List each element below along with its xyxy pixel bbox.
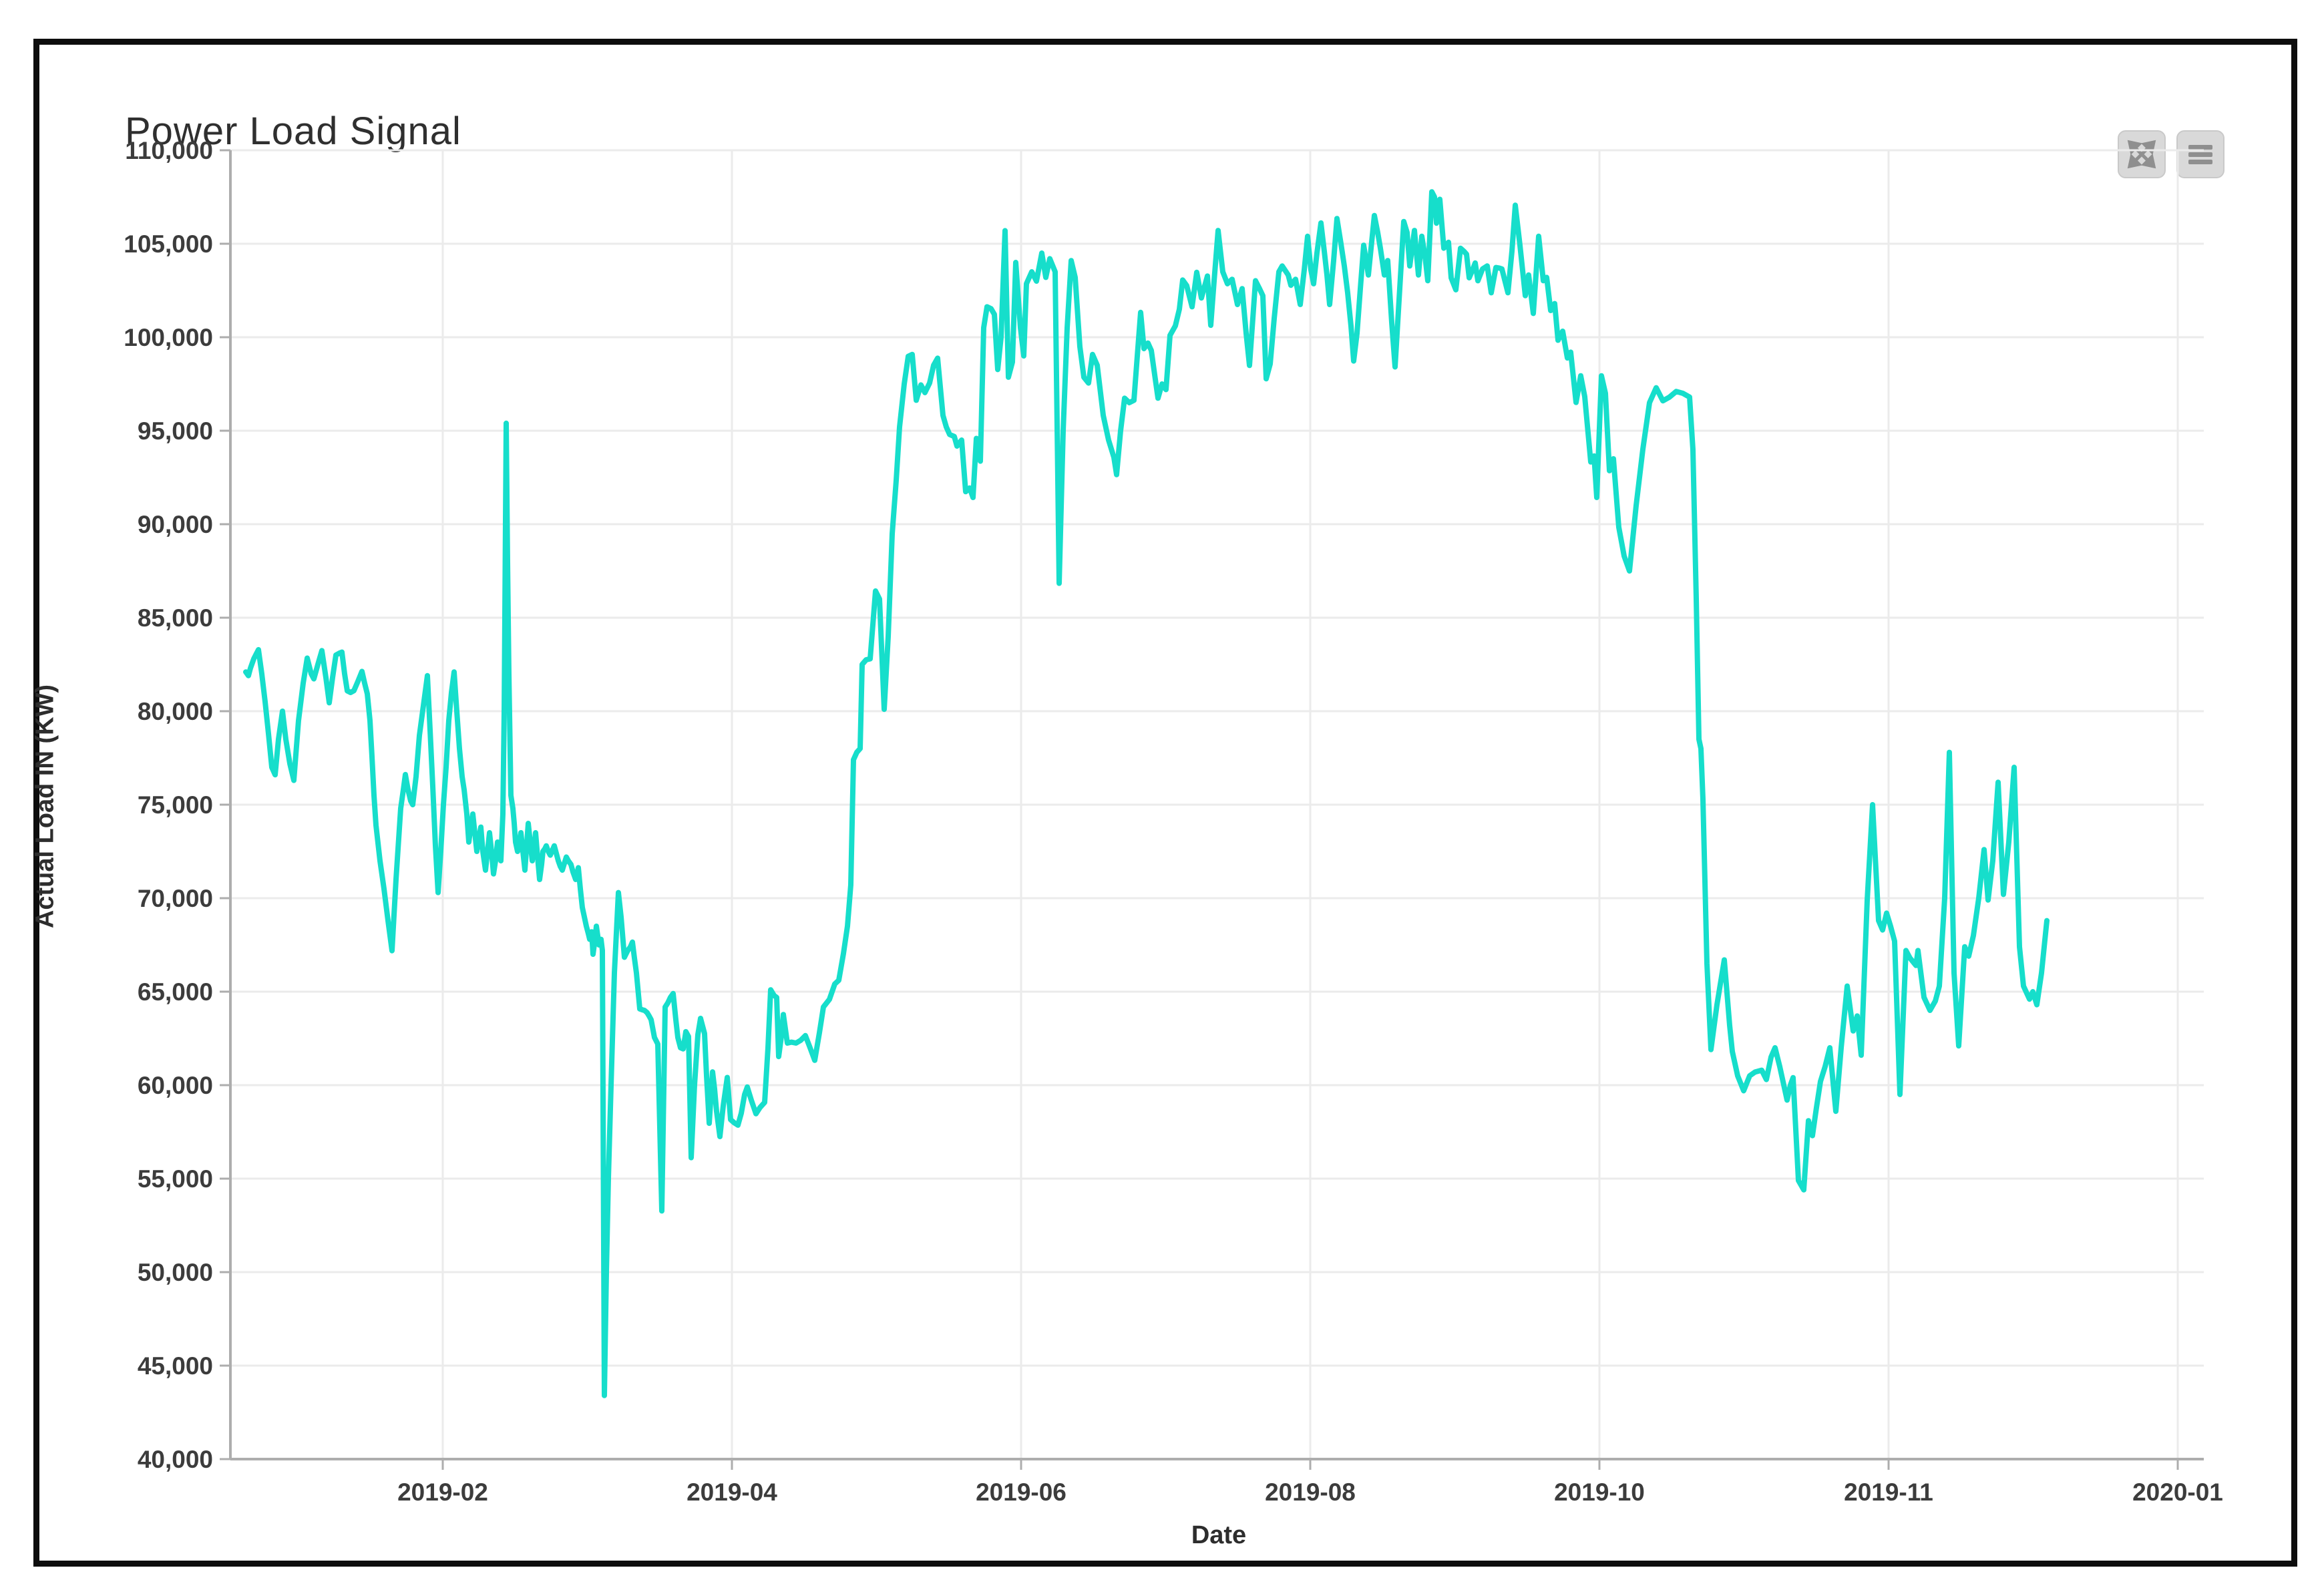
svg-text:80,000: 80,000 (138, 698, 213, 725)
svg-text:50,000: 50,000 (138, 1259, 213, 1286)
svg-text:105,000: 105,000 (124, 230, 213, 258)
svg-text:45,000: 45,000 (138, 1352, 213, 1380)
svg-text:85,000: 85,000 (138, 604, 213, 632)
svg-text:70,000: 70,000 (138, 885, 213, 912)
expand-button[interactable] (2118, 130, 2166, 178)
svg-text:110,000: 110,000 (125, 137, 213, 164)
x-axis-title: Date (1191, 1521, 1247, 1549)
svg-text:2019-11: 2019-11 (1844, 1478, 1933, 1506)
svg-text:95,000: 95,000 (138, 417, 213, 445)
svg-text:65,000: 65,000 (138, 978, 213, 1006)
svg-text:40,000: 40,000 (138, 1446, 213, 1473)
svg-text:75,000: 75,000 (138, 791, 213, 819)
arrows-expand-icon (2127, 140, 2156, 169)
svg-text:2019-10: 2019-10 (1554, 1478, 1645, 1506)
svg-text:100,000: 100,000 (124, 324, 213, 351)
svg-text:2019-04: 2019-04 (687, 1478, 777, 1506)
y-axis-title: Actual Load IN (KW) (31, 684, 59, 929)
svg-text:2019-02: 2019-02 (397, 1478, 488, 1506)
chart-title: Power Load Signal (125, 110, 461, 153)
svg-text:55,000: 55,000 (138, 1165, 213, 1193)
hamburger-icon (2186, 140, 2215, 169)
svg-text:90,000: 90,000 (138, 511, 213, 538)
svg-text:2019-08: 2019-08 (1265, 1478, 1356, 1506)
svg-text:2020-01: 2020-01 (2132, 1478, 2223, 1506)
svg-text:60,000: 60,000 (138, 1072, 213, 1099)
menu-button[interactable] (2176, 130, 2224, 178)
modebar (2118, 130, 2224, 178)
svg-text:2019-06: 2019-06 (976, 1478, 1067, 1506)
